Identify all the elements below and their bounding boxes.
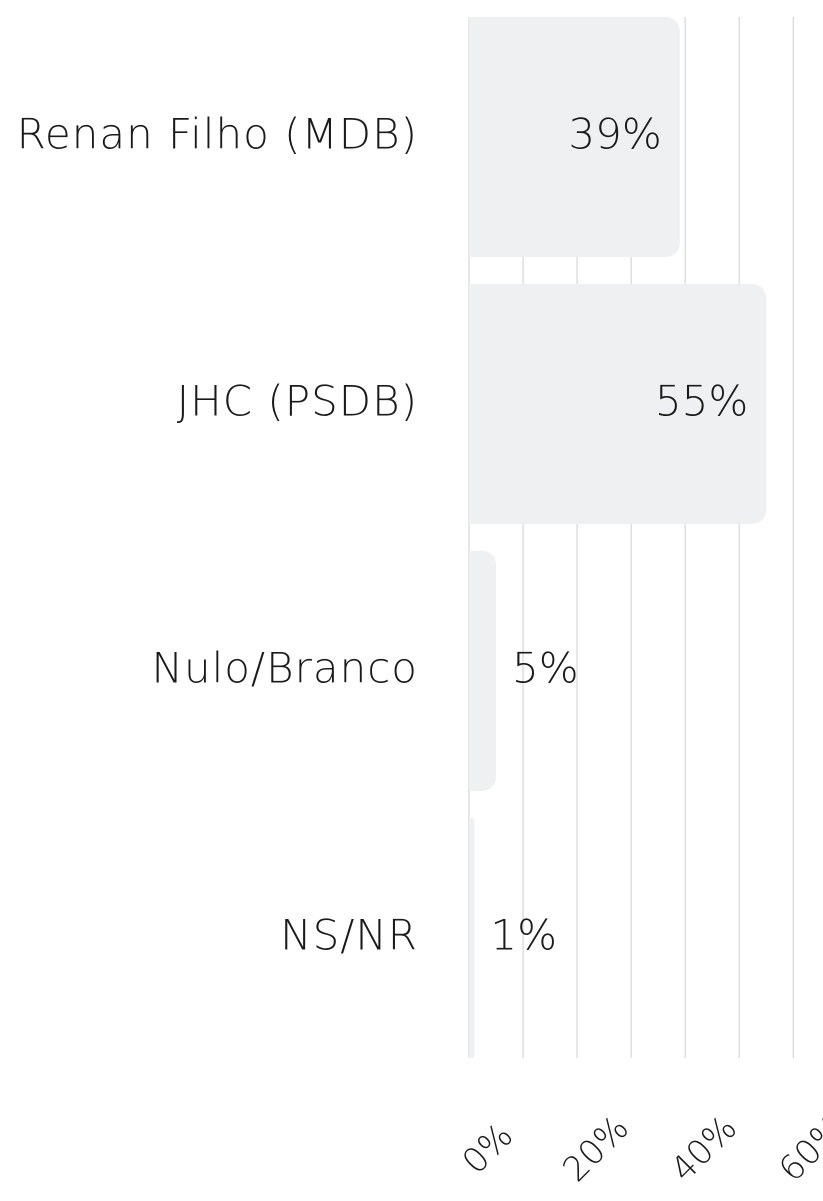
x-tick-label: 60%: [771, 1108, 823, 1190]
category-label: Nulo/Branco: [152, 644, 418, 693]
x-tick-label: 0%: [455, 1116, 521, 1182]
category-label: JHC (PSDB): [177, 377, 418, 426]
value-label: 39%: [568, 110, 661, 159]
bar: [469, 551, 497, 791]
category-label: NS/NR: [280, 911, 418, 960]
value-label: 55%: [655, 377, 748, 426]
x-tick-label: 40%: [663, 1108, 745, 1190]
value-label: 1%: [490, 911, 557, 960]
x-tick-label: 20%: [555, 1108, 637, 1190]
bar: [469, 284, 767, 524]
value-label: 5%: [512, 644, 579, 693]
bar: [469, 818, 475, 1058]
category-label: Renan Filho (MDB): [17, 110, 418, 159]
bar: [469, 17, 680, 257]
